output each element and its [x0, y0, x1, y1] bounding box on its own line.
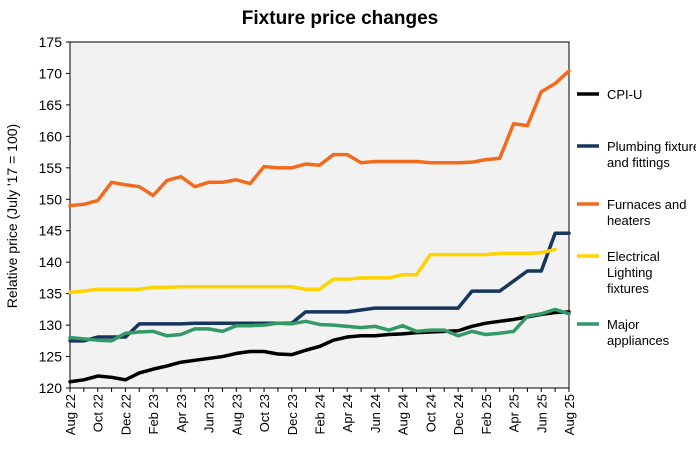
y-tick-label-145: 145 [39, 223, 63, 239]
y-axis-label: Relative price (July '17 = 100) [4, 124, 20, 308]
x-tick-label-aug-23: Aug 23 [229, 394, 244, 435]
x-tick-label-jun-25: Jun 25 [534, 394, 549, 433]
x-tick-label-feb-25: Feb 25 [479, 394, 494, 434]
x-tick-label-dec-24: Dec 24 [451, 394, 466, 435]
y-tick-label-120: 120 [39, 380, 63, 396]
x-tick-label-dec-23: Dec 23 [285, 394, 300, 435]
y-tick-label-135: 135 [39, 286, 63, 302]
y-tick-label-165: 165 [39, 97, 63, 113]
plot-area [69, 41, 570, 389]
x-tick-label-aug-24: Aug 24 [396, 394, 411, 435]
x-tick-label-feb-24: Feb 24 [313, 394, 328, 434]
y-tick-label-150: 150 [39, 191, 63, 207]
legend-label-cpi-u: CPI-U [607, 87, 642, 102]
x-tick-label-dec-22: Dec 22 [118, 394, 133, 435]
x-tick-label-apr-24: Apr 24 [340, 394, 355, 432]
legend-label-electrical-lighting-fixtures: Electrical Lighting fixtures [607, 249, 660, 296]
y-tick-label-175: 175 [39, 34, 63, 50]
chart-title: Fixture price changes [242, 8, 438, 29]
y-tick-label-160: 160 [39, 128, 63, 144]
series-line-plumbing-fixtures-and-fittings [68, 231, 571, 343]
legend-label-major-appliances: Major appliances [607, 317, 670, 348]
x-tick-label-aug-22: Aug 22 [63, 394, 78, 435]
x-tick-label-apr-23: Apr 23 [174, 394, 189, 432]
x-tick-label-oct-24: Oct 24 [423, 394, 438, 432]
series-line-electrical-lighting-fixtures [68, 247, 557, 295]
series-lines [68, 69, 571, 384]
y-tick-label-155: 155 [39, 160, 63, 176]
series-line-furnaces-and-heaters [68, 69, 571, 208]
x-tick-label-aug-25: Aug 25 [562, 394, 577, 435]
series-line-major-appliances [68, 307, 571, 343]
legend-label-furnaces-and-heaters: Furnaces and heaters [607, 197, 687, 228]
series-line-cpi-u [68, 310, 571, 384]
x-tick-label-jun-23: Jun 23 [202, 394, 217, 433]
x-tick-label-oct-22: Oct 22 [91, 394, 106, 432]
y-axis-ticks: 120 125 130 135 140 145 150 155 160 165 170 175 [39, 34, 70, 396]
x-tick-label-apr-25: Apr 25 [507, 394, 522, 432]
legend: CPI-U Plumbing fixturesand fittings Furnac… [577, 87, 696, 348]
x-axis-ticks: Aug 22 Oct 22 Dec 22 Feb 23 Apr 23 Jun 23 Aug … [63, 388, 577, 435]
y-tick-label-130: 130 [39, 317, 63, 333]
x-tick-label-jun-24: Jun 24 [368, 394, 383, 433]
y-tick-label-125: 125 [39, 349, 63, 365]
legend-label-plumbing-fixtures-and-fittings: Plumbing fixturesand fittings [607, 139, 696, 170]
y-tick-label-140: 140 [39, 254, 63, 270]
x-tick-label-feb-23: Feb 23 [146, 394, 161, 434]
y-tick-label-170: 170 [39, 65, 63, 81]
x-tick-label-oct-23: Oct 23 [257, 394, 272, 432]
